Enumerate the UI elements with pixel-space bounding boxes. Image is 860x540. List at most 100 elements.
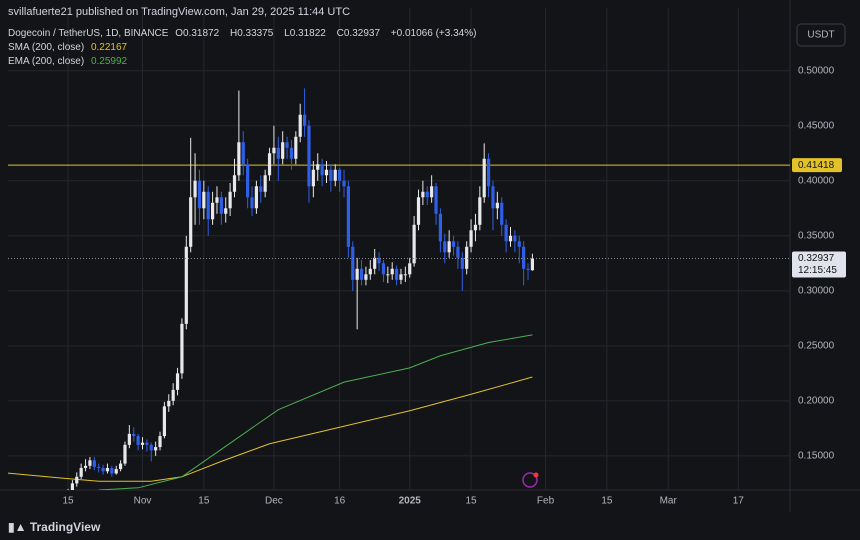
x-tick-label: 2025 — [399, 496, 422, 507]
candle-body — [79, 467, 83, 477]
candle-body — [504, 224, 508, 242]
x-tick-label: Feb — [537, 496, 555, 507]
x-tick-label: 17 — [733, 496, 745, 507]
candle-body — [329, 169, 333, 181]
candle-body — [281, 142, 285, 159]
candle-body — [118, 463, 123, 470]
candle-body — [294, 136, 298, 159]
candle-body — [451, 241, 456, 247]
candle-body — [250, 197, 254, 209]
candle-body — [517, 241, 521, 247]
sma-name[interactable]: SMA (200, close) — [8, 42, 85, 53]
candle-body — [193, 180, 197, 198]
event-icon[interactable] — [522, 472, 538, 488]
candle-body — [298, 114, 302, 137]
candle-body — [267, 153, 272, 176]
ma-line — [8, 376, 533, 482]
y-tick-label: 0.45000 — [798, 120, 835, 131]
candle-body — [254, 186, 258, 209]
candle-body — [421, 191, 425, 198]
footer-logo[interactable]: ▮▲ TradingView — [8, 520, 101, 534]
candle-body — [75, 476, 79, 484]
ohlc-close: C0.32937 — [337, 28, 384, 39]
candle-body — [140, 442, 145, 445]
x-tick-label: 15 — [601, 496, 613, 507]
y-tick-label: 0.20000 — [798, 396, 835, 407]
candle-body — [202, 191, 206, 209]
label: C — [336, 28, 344, 39]
candle-body — [246, 164, 250, 198]
candle-body — [390, 268, 394, 275]
y-tick-label: 0.15000 — [798, 451, 835, 462]
countdown: 12:15:45 — [798, 265, 837, 276]
candle-body — [430, 186, 434, 198]
x-tick-label: Dec — [265, 496, 283, 507]
price-label-box — [792, 251, 846, 278]
label: L — [284, 28, 290, 39]
candle-body — [162, 406, 166, 437]
candle-body — [171, 389, 175, 401]
x-tick-label: 16 — [334, 496, 346, 507]
candle-body — [386, 274, 390, 276]
candle-body — [460, 257, 464, 269]
candle-body — [197, 180, 202, 209]
ma-line — [98, 334, 533, 490]
ohlc-high: H0.33375 — [230, 28, 277, 39]
x-tick-label: 15 — [62, 496, 74, 507]
candle-body — [465, 246, 469, 269]
candle-body — [473, 224, 478, 231]
candle-body — [491, 186, 495, 209]
y-tick-label: 0.50000 — [798, 65, 835, 76]
symbol[interactable]: Dogecoin / TetherUS, 1D, BINANCE — [8, 28, 169, 39]
candle-body — [456, 246, 460, 258]
candle-body — [373, 257, 377, 269]
candle-body — [210, 202, 215, 220]
candle-body — [324, 169, 329, 176]
candle-body — [237, 142, 241, 176]
candle-body — [114, 469, 118, 474]
ema-value: 0.25992 — [90, 56, 128, 67]
candle-body — [316, 164, 320, 170]
currency[interactable]: USDT — [807, 30, 834, 41]
candle-body — [241, 142, 245, 165]
candle-body — [403, 274, 407, 276]
candle-body — [482, 158, 486, 198]
y-tick-label: 0.30000 — [798, 285, 835, 296]
sma-legend: SMA (200, close) 0.22167 — [8, 42, 131, 53]
candle-body — [342, 180, 346, 187]
currency-box[interactable] — [796, 23, 846, 47]
x-tick-label: Nov — [134, 496, 152, 507]
candle-body — [359, 268, 364, 280]
candle-body — [364, 274, 368, 280]
candle-body — [377, 257, 381, 264]
candle-body — [289, 147, 294, 159]
change: +0.01066 (+3.34%) — [390, 28, 477, 39]
candle-body — [333, 169, 337, 181]
candle-body — [438, 213, 442, 242]
candle-body — [232, 175, 237, 192]
candle-body — [158, 436, 162, 448]
candle-body — [224, 208, 228, 214]
candle-body — [447, 241, 451, 253]
candle-body — [228, 191, 232, 209]
x-tick-label: Mar — [660, 496, 678, 507]
candle-body — [302, 114, 307, 126]
candle-body — [184, 246, 188, 324]
level-label-box — [792, 158, 842, 173]
candle-body — [307, 125, 311, 187]
candle-body — [486, 158, 491, 187]
candle-body — [180, 323, 184, 374]
candle-body — [145, 442, 149, 445]
candle-body — [206, 191, 210, 220]
candle-body — [110, 467, 114, 474]
candle-body — [320, 164, 324, 176]
y-tick-label: 0.25000 — [798, 340, 835, 351]
candle-body — [105, 467, 110, 472]
candle-body — [219, 197, 223, 214]
candle-body — [149, 444, 153, 451]
candle-body — [351, 246, 355, 280]
label: O — [175, 28, 184, 39]
ema-name[interactable]: EMA (200, close) — [8, 56, 85, 67]
ema-legend: EMA (200, close) 0.25992 — [8, 56, 131, 67]
